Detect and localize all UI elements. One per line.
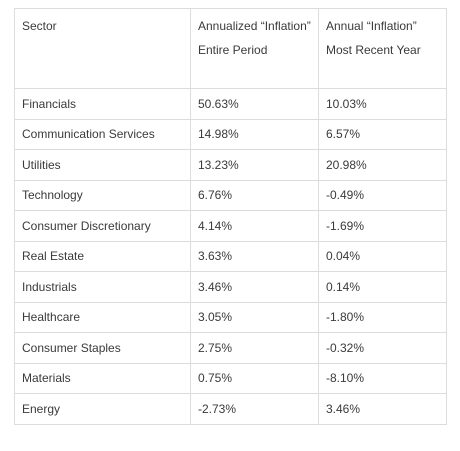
table-cell: Consumer Discretionary bbox=[14, 210, 191, 242]
table-cell: Materials bbox=[14, 362, 191, 394]
table-cell: 14.98% bbox=[190, 118, 319, 150]
table-cell: 20.98% bbox=[318, 149, 447, 181]
table-cell: Financials bbox=[14, 88, 191, 120]
table-body: Financials 50.63% 10.03% Communication Serv… bbox=[14, 88, 447, 425]
table-cell: Healthcare bbox=[14, 301, 191, 333]
table-cell: 6.57% bbox=[318, 118, 447, 150]
table-cell: 13.23% bbox=[190, 149, 319, 181]
table-row: Technology 6.76% -0.49% bbox=[14, 179, 447, 211]
table-cell: -1.69% bbox=[318, 210, 447, 242]
table-cell: 3.05% bbox=[190, 301, 319, 333]
table-row: Real Estate 3.63% 0.04% bbox=[14, 240, 447, 272]
table-cell: 10.03% bbox=[318, 88, 447, 120]
table-cell: 4.14% bbox=[190, 210, 319, 242]
table-cell: -8.10% bbox=[318, 362, 447, 394]
table-cell: 0.14% bbox=[318, 271, 447, 303]
table-cell: 6.76% bbox=[190, 179, 319, 211]
table-row: Industrials 3.46% 0.14% bbox=[14, 271, 447, 303]
table-cell: -2.73% bbox=[190, 393, 319, 425]
data-table: Sector Annualized “Inflation” Entire Peri… bbox=[14, 8, 447, 425]
table-cell: Technology bbox=[14, 179, 191, 211]
table-cell: Utilities bbox=[14, 149, 191, 181]
table-cell: 50.63% bbox=[190, 88, 319, 120]
header-row: Sector Annualized “Inflation” Entire Peri… bbox=[14, 8, 447, 89]
table-cell: Communication Services bbox=[14, 118, 191, 150]
table-cell: -0.49% bbox=[318, 179, 447, 211]
table-cell: 2.75% bbox=[190, 332, 319, 364]
table-row: Financials 50.63% 10.03% bbox=[14, 88, 447, 120]
table-row: Energy -2.73% 3.46% bbox=[14, 393, 447, 425]
table-row: Utilities 13.23% 20.98% bbox=[14, 149, 447, 181]
table-cell: Consumer Staples bbox=[14, 332, 191, 364]
table-cell: Real Estate bbox=[14, 240, 191, 272]
table-row: Consumer Staples 2.75% -0.32% bbox=[14, 332, 447, 364]
table-row: Materials 0.75% -8.10% bbox=[14, 362, 447, 394]
table-cell: 3.46% bbox=[190, 271, 319, 303]
table-cell: -1.80% bbox=[318, 301, 447, 333]
table-cell: Industrials bbox=[14, 271, 191, 303]
table-cell: -0.32% bbox=[318, 332, 447, 364]
header-cell: Sector bbox=[14, 8, 191, 89]
table-cell: 0.04% bbox=[318, 240, 447, 272]
table-cell: Energy bbox=[14, 393, 191, 425]
table-row: Communication Services 14.98% 6.57% bbox=[14, 118, 447, 150]
header-cell: Annual “Inflation” Most Recent Year bbox=[318, 8, 447, 89]
table-cell: 3.46% bbox=[318, 393, 447, 425]
table-row: Healthcare 3.05% -1.80% bbox=[14, 301, 447, 333]
table-cell: 0.75% bbox=[190, 362, 319, 394]
table-cell: 3.63% bbox=[190, 240, 319, 272]
table-row: Consumer Discretionary 4.14% -1.69% bbox=[14, 210, 447, 242]
header-cell: Annualized “Inflation” Entire Period bbox=[190, 8, 319, 89]
